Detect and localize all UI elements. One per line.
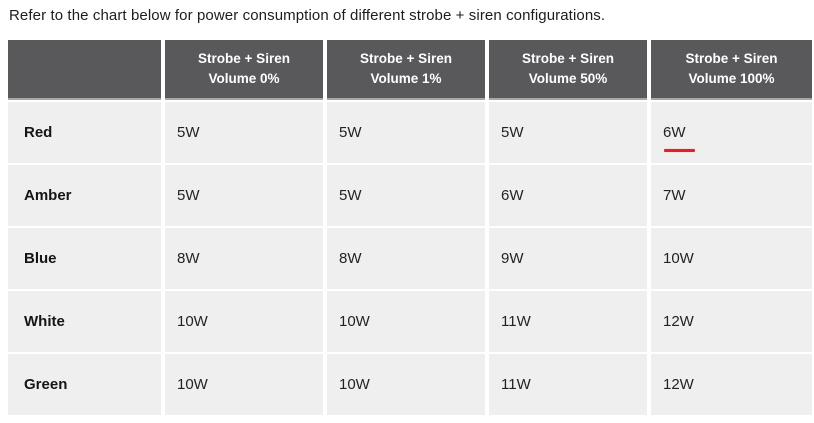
power-consumption-table: Strobe + Siren Volume 0% Strobe + Siren … (8, 40, 812, 415)
column-header-line1: Strobe + Siren (522, 51, 614, 67)
intro-text: Refer to the chart below for power consu… (9, 7, 606, 24)
cell-red-volume-100: 6W (651, 102, 812, 163)
cell-white-volume-50: 11W (489, 291, 647, 352)
cell-green-volume-0: 10W (165, 354, 323, 415)
column-header-line2: Volume 1% (370, 71, 442, 86)
cell-green-volume-50: 11W (489, 354, 647, 415)
red-underline-highlight (664, 148, 695, 152)
row-label-green: Green (8, 354, 161, 415)
cell-green-volume-1: 10W (327, 354, 485, 415)
column-header-line2: Volume 50% (528, 71, 608, 86)
cell-green-volume-100: 12W (651, 354, 812, 415)
row-label-amber: Amber (8, 165, 161, 226)
column-header-line2: Volume 100% (688, 71, 775, 86)
cell-red-volume-50: 5W (489, 102, 647, 163)
column-header-line1: Strobe + Siren (685, 51, 778, 67)
cell-amber-volume-50: 6W (489, 165, 647, 226)
cell-white-volume-0: 10W (165, 291, 323, 352)
column-header-line1: Strobe + Siren (360, 51, 452, 67)
table-corner-cell (8, 40, 161, 100)
cell-amber-volume-0: 5W (165, 165, 323, 226)
cell-amber-volume-1: 5W (327, 165, 485, 226)
column-header-line2: Volume 0% (208, 71, 280, 86)
cell-blue-volume-100: 10W (651, 228, 812, 289)
cell-red-volume-0: 5W (165, 102, 323, 163)
column-header-volume-0: Strobe + Siren Volume 0% (165, 40, 323, 100)
cell-white-volume-1: 10W (327, 291, 485, 352)
cell-blue-volume-0: 8W (165, 228, 323, 289)
cell-red-volume-1: 5W (327, 102, 485, 163)
row-label-red: Red (8, 102, 161, 163)
cell-value: 6W (663, 124, 686, 141)
cell-blue-volume-1: 8W (327, 228, 485, 289)
row-label-blue: Blue (8, 228, 161, 289)
column-header-line1: Strobe + Siren (198, 51, 290, 67)
column-header-volume-50: Strobe + Siren Volume 50% (489, 40, 647, 100)
column-header-volume-1: Strobe + Siren Volume 1% (327, 40, 485, 100)
cell-blue-volume-50: 9W (489, 228, 647, 289)
cell-amber-volume-100: 7W (651, 165, 812, 226)
cell-white-volume-100: 12W (651, 291, 812, 352)
column-header-volume-100: Strobe + Siren Volume 100% (651, 40, 812, 100)
row-label-white: White (8, 291, 161, 352)
